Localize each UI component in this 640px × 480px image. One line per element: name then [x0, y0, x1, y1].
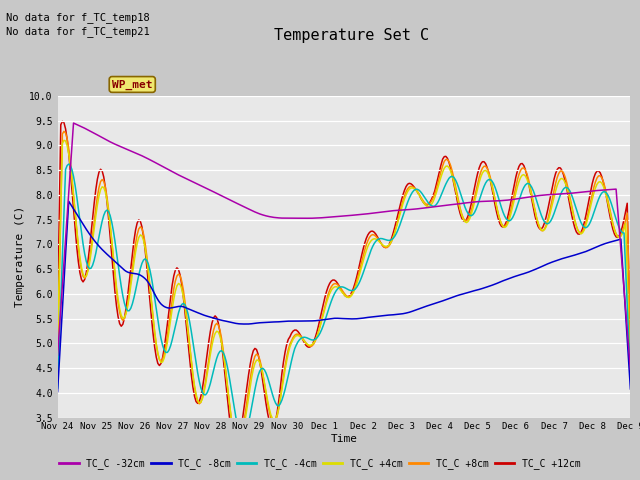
- Text: No data for f_TC_temp18: No data for f_TC_temp18: [6, 12, 150, 23]
- Legend: TC_C -32cm, TC_C -8cm, TC_C -4cm, TC_C +4cm, TC_C +8cm, TC_C +12cm: TC_C -32cm, TC_C -8cm, TC_C -4cm, TC_C +…: [56, 454, 584, 473]
- Text: No data for f_TC_temp21: No data for f_TC_temp21: [6, 26, 150, 37]
- Text: WP_met: WP_met: [112, 79, 152, 90]
- X-axis label: Time: Time: [330, 434, 358, 444]
- Y-axis label: Temperature (C): Temperature (C): [15, 206, 25, 307]
- Text: Temperature Set C: Temperature Set C: [275, 28, 429, 43]
